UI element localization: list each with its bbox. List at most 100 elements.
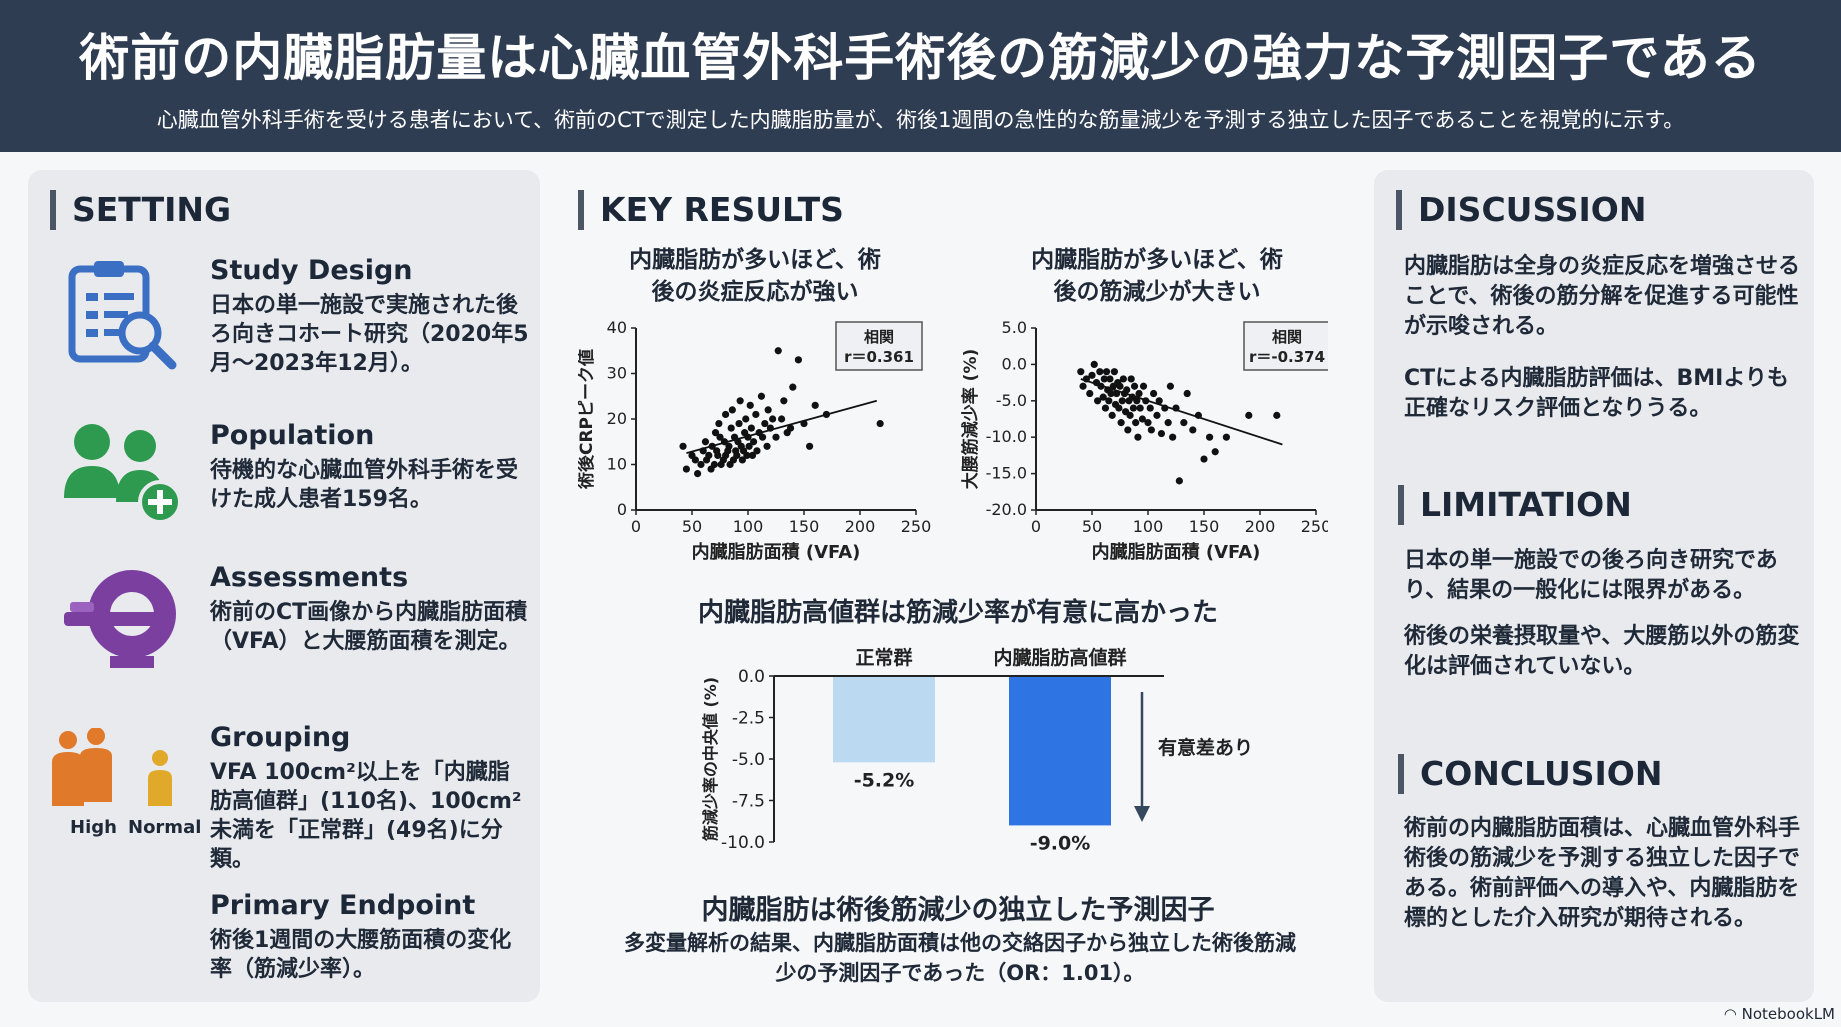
page-subtitle: 心臓血管外科手術を受ける患者において、術前のCTで測定した内臓脂肪量が、術後1週… xyxy=(156,108,1685,132)
scatter2-y-tick-label: 5.0 xyxy=(1002,318,1027,337)
scatter1-point xyxy=(811,401,819,409)
bar-normal xyxy=(833,677,935,763)
scatter2-y-tick-label: 0.0 xyxy=(1002,354,1027,373)
scatter2-y-label: 大腰筋減少率 (%) xyxy=(960,349,981,490)
setting-title: SETTING xyxy=(50,190,231,230)
scatter2-point xyxy=(1175,477,1183,485)
scatter2-x-label: 内臓脂肪面積 (VFA) xyxy=(1092,541,1261,563)
discussion-text-2: CTによる内臓脂肪評価は、BMIよりも正確なリスク評価となりうる。 xyxy=(1404,366,1789,421)
grouping-label-high: High xyxy=(70,817,117,838)
bar-category-label: 正常群 xyxy=(855,646,912,669)
scatter2-point xyxy=(1211,448,1219,456)
scatter1-point xyxy=(876,419,884,428)
people-add-icon xyxy=(60,420,190,534)
scatter1-point xyxy=(691,456,699,464)
right-panel xyxy=(1374,170,1814,1002)
scatter2-point xyxy=(1119,375,1127,383)
scatter2-x-tick-label: 50 xyxy=(1082,517,1102,536)
scatter1-point xyxy=(742,415,750,423)
scatter2-point xyxy=(1206,433,1214,441)
scatter2-x-tick-label: 150 xyxy=(1189,517,1220,536)
scatter1-x-label: 内臓脂肪面積 (VFA) xyxy=(692,541,861,563)
discussion-title: DISCUSSION xyxy=(1396,190,1646,230)
scatter1-point xyxy=(774,347,782,355)
scatter2-x-tick-label: 100 xyxy=(1133,517,1164,536)
scatter1-y-tick-label: 30 xyxy=(607,364,627,383)
scatter2-point xyxy=(1138,415,1146,423)
scatter2-point xyxy=(1099,393,1107,401)
scatter1-point xyxy=(746,401,754,409)
scatter2-x-tick-label: 250 xyxy=(1301,517,1328,536)
scatter1-point xyxy=(794,356,802,364)
scatter1-point xyxy=(778,415,786,423)
scatter2-point xyxy=(1189,426,1197,434)
scatter1-y-tick-label: 10 xyxy=(607,455,627,474)
scatter1-point xyxy=(725,442,733,450)
footer-brand: NotebookLM xyxy=(1741,1005,1835,1023)
scatter2-point xyxy=(1136,404,1144,412)
scatter1-point xyxy=(728,406,736,414)
scatter1-point xyxy=(752,410,760,419)
scatter2-y-tick-label: -5.0 xyxy=(996,391,1027,410)
scatter2-point xyxy=(1164,419,1172,427)
clipboard-magnifier-icon xyxy=(62,255,182,379)
scatter1-y-tick-label: 0 xyxy=(617,500,627,519)
grouping-label-normal: Normal xyxy=(128,817,202,838)
bar-y-tick-label: -5.0 xyxy=(732,750,765,770)
scatter1-x-tick-label: 0 xyxy=(631,517,641,536)
scatter2-point xyxy=(1115,404,1123,412)
scatter2-point xyxy=(1108,411,1116,419)
scatter1-point xyxy=(727,424,735,432)
scatter2-point xyxy=(1144,419,1152,427)
scatter2-point xyxy=(1107,389,1115,398)
scatter2-point xyxy=(1157,429,1166,438)
header-banner: 術前の内臓脂肪量は心臓血管外科手術後の筋減少の強力な予測因子である 心臓血管外科… xyxy=(0,0,1841,152)
grouping-text: VFA 100cm²以上を「内臓脂肪高値群」(110名)、100cm²未満を「正… xyxy=(210,760,522,872)
body-size-icon xyxy=(50,727,180,812)
scatter1-point xyxy=(743,451,751,459)
scatter2-point xyxy=(1222,433,1230,441)
scatter2-point xyxy=(1126,411,1134,419)
scatter2-correlation-box xyxy=(1243,321,1328,371)
scatter1-y-tick-label: 20 xyxy=(607,409,627,428)
scatter1-y-tick-label: 40 xyxy=(607,318,627,337)
scatter2-point xyxy=(1200,455,1208,463)
scatter1-point xyxy=(747,424,755,432)
scatter2-point xyxy=(1139,382,1148,390)
scatter2-point xyxy=(1153,411,1161,419)
scatter2-point xyxy=(1127,375,1135,383)
bar-high xyxy=(1009,677,1111,826)
independent-predictor-text: 多変量解析の結果、内臓脂肪面積は他の交絡因子から独立した術後筋減少の予測因子であ… xyxy=(624,931,1296,985)
scatter1-correlation-label: 相関 xyxy=(864,328,894,346)
scatter2-point xyxy=(1077,368,1085,376)
limitation-title: LIMITATION xyxy=(1398,485,1632,525)
primary-endpoint-heading: Primary Endpoint xyxy=(210,890,476,921)
bar-y-tick-label: -10.0 xyxy=(721,833,765,853)
scatter1-point xyxy=(736,397,744,405)
page-title: 術前の内臓脂肪量は心臓血管外科手術後の筋減少の強力な予測因子である xyxy=(79,29,1762,87)
scatter2-correlation-label: 相関 xyxy=(1272,328,1302,346)
scatter-chart-muscle: 0 50 100 150 200 250 5.0 0.0 -5.0 -10.0 -15.0 -20.0… xyxy=(960,318,1328,563)
scatter1-point xyxy=(750,438,758,446)
scatter2-point xyxy=(1135,389,1143,398)
bar-category-label: 内臓脂肪高値群 xyxy=(993,646,1126,669)
bar-value-label: -9.0% xyxy=(1030,832,1091,854)
scatter2-y-tick-label: -15.0 xyxy=(986,464,1027,483)
scatter1-point xyxy=(697,460,705,469)
scatter1-point xyxy=(710,460,718,469)
scatter1-point xyxy=(714,451,722,459)
scatter1-x-tick-label: 200 xyxy=(845,517,876,536)
scatter1-x-tick-label: 250 xyxy=(901,517,932,536)
scatter2-y-tick-label: -20.0 xyxy=(986,500,1027,519)
scatter2-point xyxy=(1147,426,1155,434)
scatter2-x-tick-label: 200 xyxy=(1245,517,1276,536)
scatter1-point xyxy=(694,470,702,478)
scatter1-y-label: 術後CRPピーク値 xyxy=(578,349,597,490)
primary-endpoint-item: Primary Endpoint 術後1週間の大腰筋面積の変化率（筋減少率）。 xyxy=(28,890,538,990)
scatter1-point xyxy=(772,433,780,441)
population-heading: Population xyxy=(210,420,375,451)
scatter2-point xyxy=(1169,433,1177,441)
scatter1-point xyxy=(715,419,723,428)
bar-y-tick-label: -2.5 xyxy=(732,709,765,729)
scatter2-point xyxy=(1105,397,1113,405)
